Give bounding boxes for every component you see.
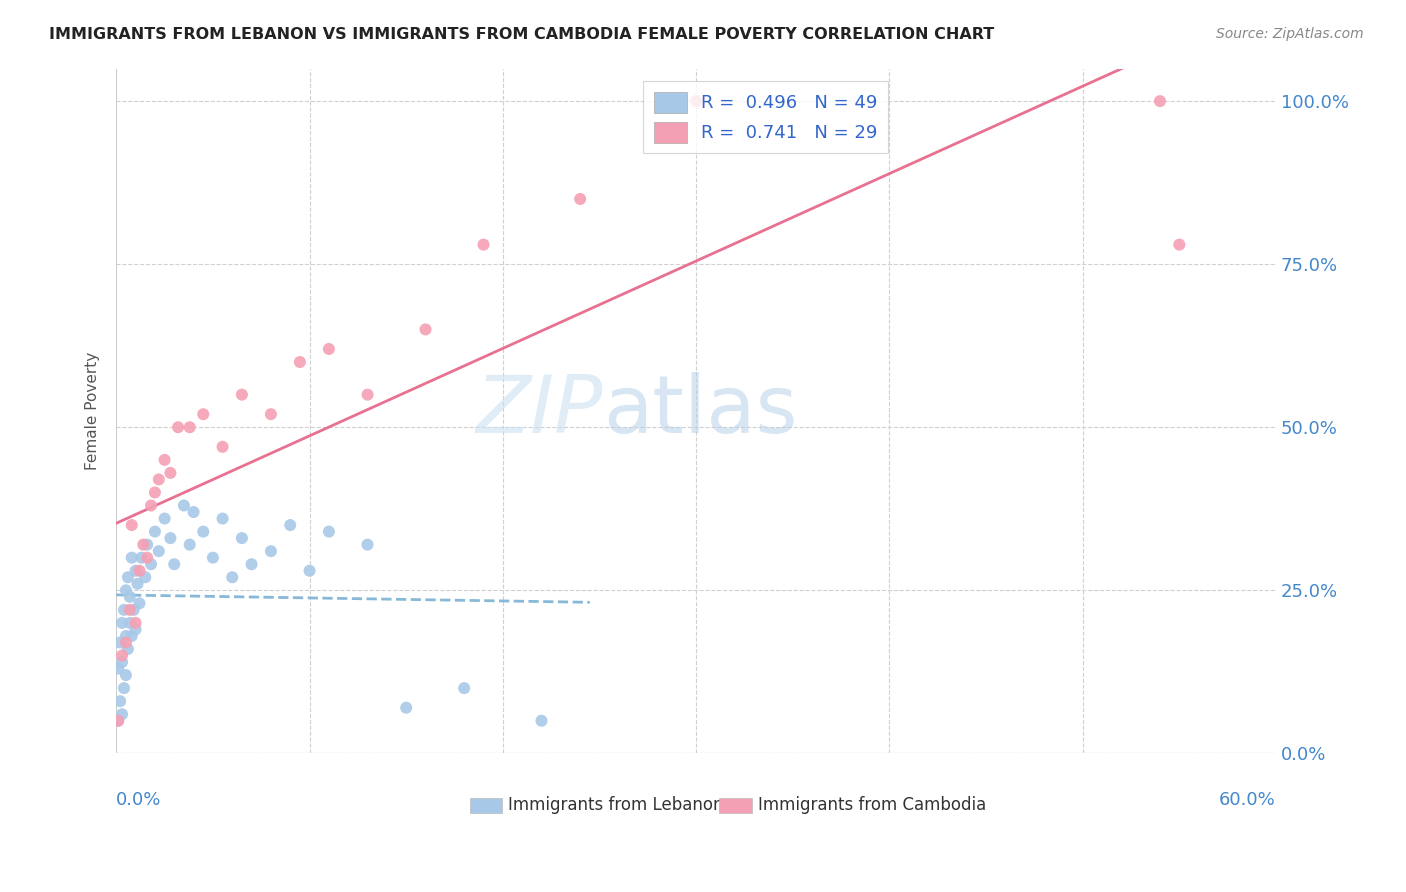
- Point: [118, 590, 141, 604]
- Point: [221, 570, 243, 584]
- Point: [111, 615, 134, 630]
- Point: [356, 387, 378, 401]
- Point: [143, 485, 166, 500]
- FancyBboxPatch shape: [470, 797, 502, 813]
- Point: [108, 635, 131, 649]
- Point: [260, 407, 283, 421]
- Point: [193, 407, 215, 421]
- Point: [193, 524, 215, 539]
- Legend: R =  0.496   N = 49, R =  0.741   N = 29: R = 0.496 N = 49, R = 0.741 N = 29: [643, 81, 889, 153]
- Point: [153, 511, 176, 525]
- Point: [179, 420, 201, 434]
- Text: Immigrants from Cambodia: Immigrants from Cambodia: [758, 797, 986, 814]
- Point: [1168, 237, 1191, 252]
- Text: IMMIGRANTS FROM LEBANON VS IMMIGRANTS FROM CAMBODIA FEMALE POVERTY CORRELATION C: IMMIGRANTS FROM LEBANON VS IMMIGRANTS FR…: [49, 27, 994, 42]
- Point: [163, 558, 186, 572]
- Point: [136, 538, 159, 552]
- Point: [131, 550, 153, 565]
- Point: [122, 603, 145, 617]
- Point: [318, 342, 340, 356]
- Point: [569, 192, 592, 206]
- Point: [124, 615, 146, 630]
- Point: [260, 544, 283, 558]
- Point: [211, 511, 233, 525]
- Point: [115, 629, 138, 643]
- Point: [148, 472, 170, 486]
- Point: [318, 524, 340, 539]
- Point: [118, 603, 141, 617]
- Point: [115, 668, 138, 682]
- Point: [211, 440, 233, 454]
- Point: [240, 558, 263, 572]
- Point: [148, 544, 170, 558]
- Point: [132, 538, 155, 552]
- Point: [173, 499, 195, 513]
- Point: [231, 387, 253, 401]
- Point: [107, 714, 129, 728]
- Point: [111, 707, 134, 722]
- Point: [115, 583, 138, 598]
- Text: Source: ZipAtlas.com: Source: ZipAtlas.com: [1216, 27, 1364, 41]
- Point: [153, 453, 176, 467]
- Point: [167, 420, 190, 434]
- Point: [107, 662, 129, 676]
- Point: [136, 550, 159, 565]
- Point: [201, 550, 224, 565]
- Point: [124, 564, 146, 578]
- Point: [1149, 94, 1171, 108]
- Point: [112, 603, 135, 617]
- Point: [685, 94, 707, 108]
- Point: [395, 700, 418, 714]
- Point: [115, 635, 138, 649]
- Point: [288, 355, 311, 369]
- Point: [530, 714, 553, 728]
- Point: [107, 714, 129, 728]
- Point: [472, 237, 495, 252]
- Point: [117, 570, 139, 584]
- FancyBboxPatch shape: [720, 797, 752, 813]
- Point: [159, 531, 181, 545]
- Point: [108, 694, 131, 708]
- Point: [124, 623, 146, 637]
- Point: [121, 518, 143, 533]
- Point: [121, 550, 143, 565]
- Point: [453, 681, 475, 695]
- Point: [117, 642, 139, 657]
- Text: atlas: atlas: [603, 372, 797, 450]
- Point: [231, 531, 253, 545]
- Text: 60.0%: 60.0%: [1219, 791, 1277, 809]
- Point: [118, 615, 141, 630]
- Point: [298, 564, 321, 578]
- Point: [134, 570, 156, 584]
- Point: [111, 655, 134, 669]
- Point: [128, 596, 150, 610]
- Point: [121, 629, 143, 643]
- Point: [128, 564, 150, 578]
- Text: 0.0%: 0.0%: [117, 791, 162, 809]
- Text: ZIP: ZIP: [477, 372, 603, 450]
- Point: [139, 499, 162, 513]
- Point: [127, 576, 149, 591]
- Point: [111, 648, 134, 663]
- Point: [356, 538, 378, 552]
- Point: [179, 538, 201, 552]
- Point: [183, 505, 205, 519]
- Point: [278, 518, 301, 533]
- Point: [143, 524, 166, 539]
- Text: Immigrants from Lebanon: Immigrants from Lebanon: [508, 797, 724, 814]
- Point: [139, 558, 162, 572]
- Point: [112, 681, 135, 695]
- Point: [159, 466, 181, 480]
- Point: [415, 322, 437, 336]
- Y-axis label: Female Poverty: Female Poverty: [86, 351, 100, 470]
